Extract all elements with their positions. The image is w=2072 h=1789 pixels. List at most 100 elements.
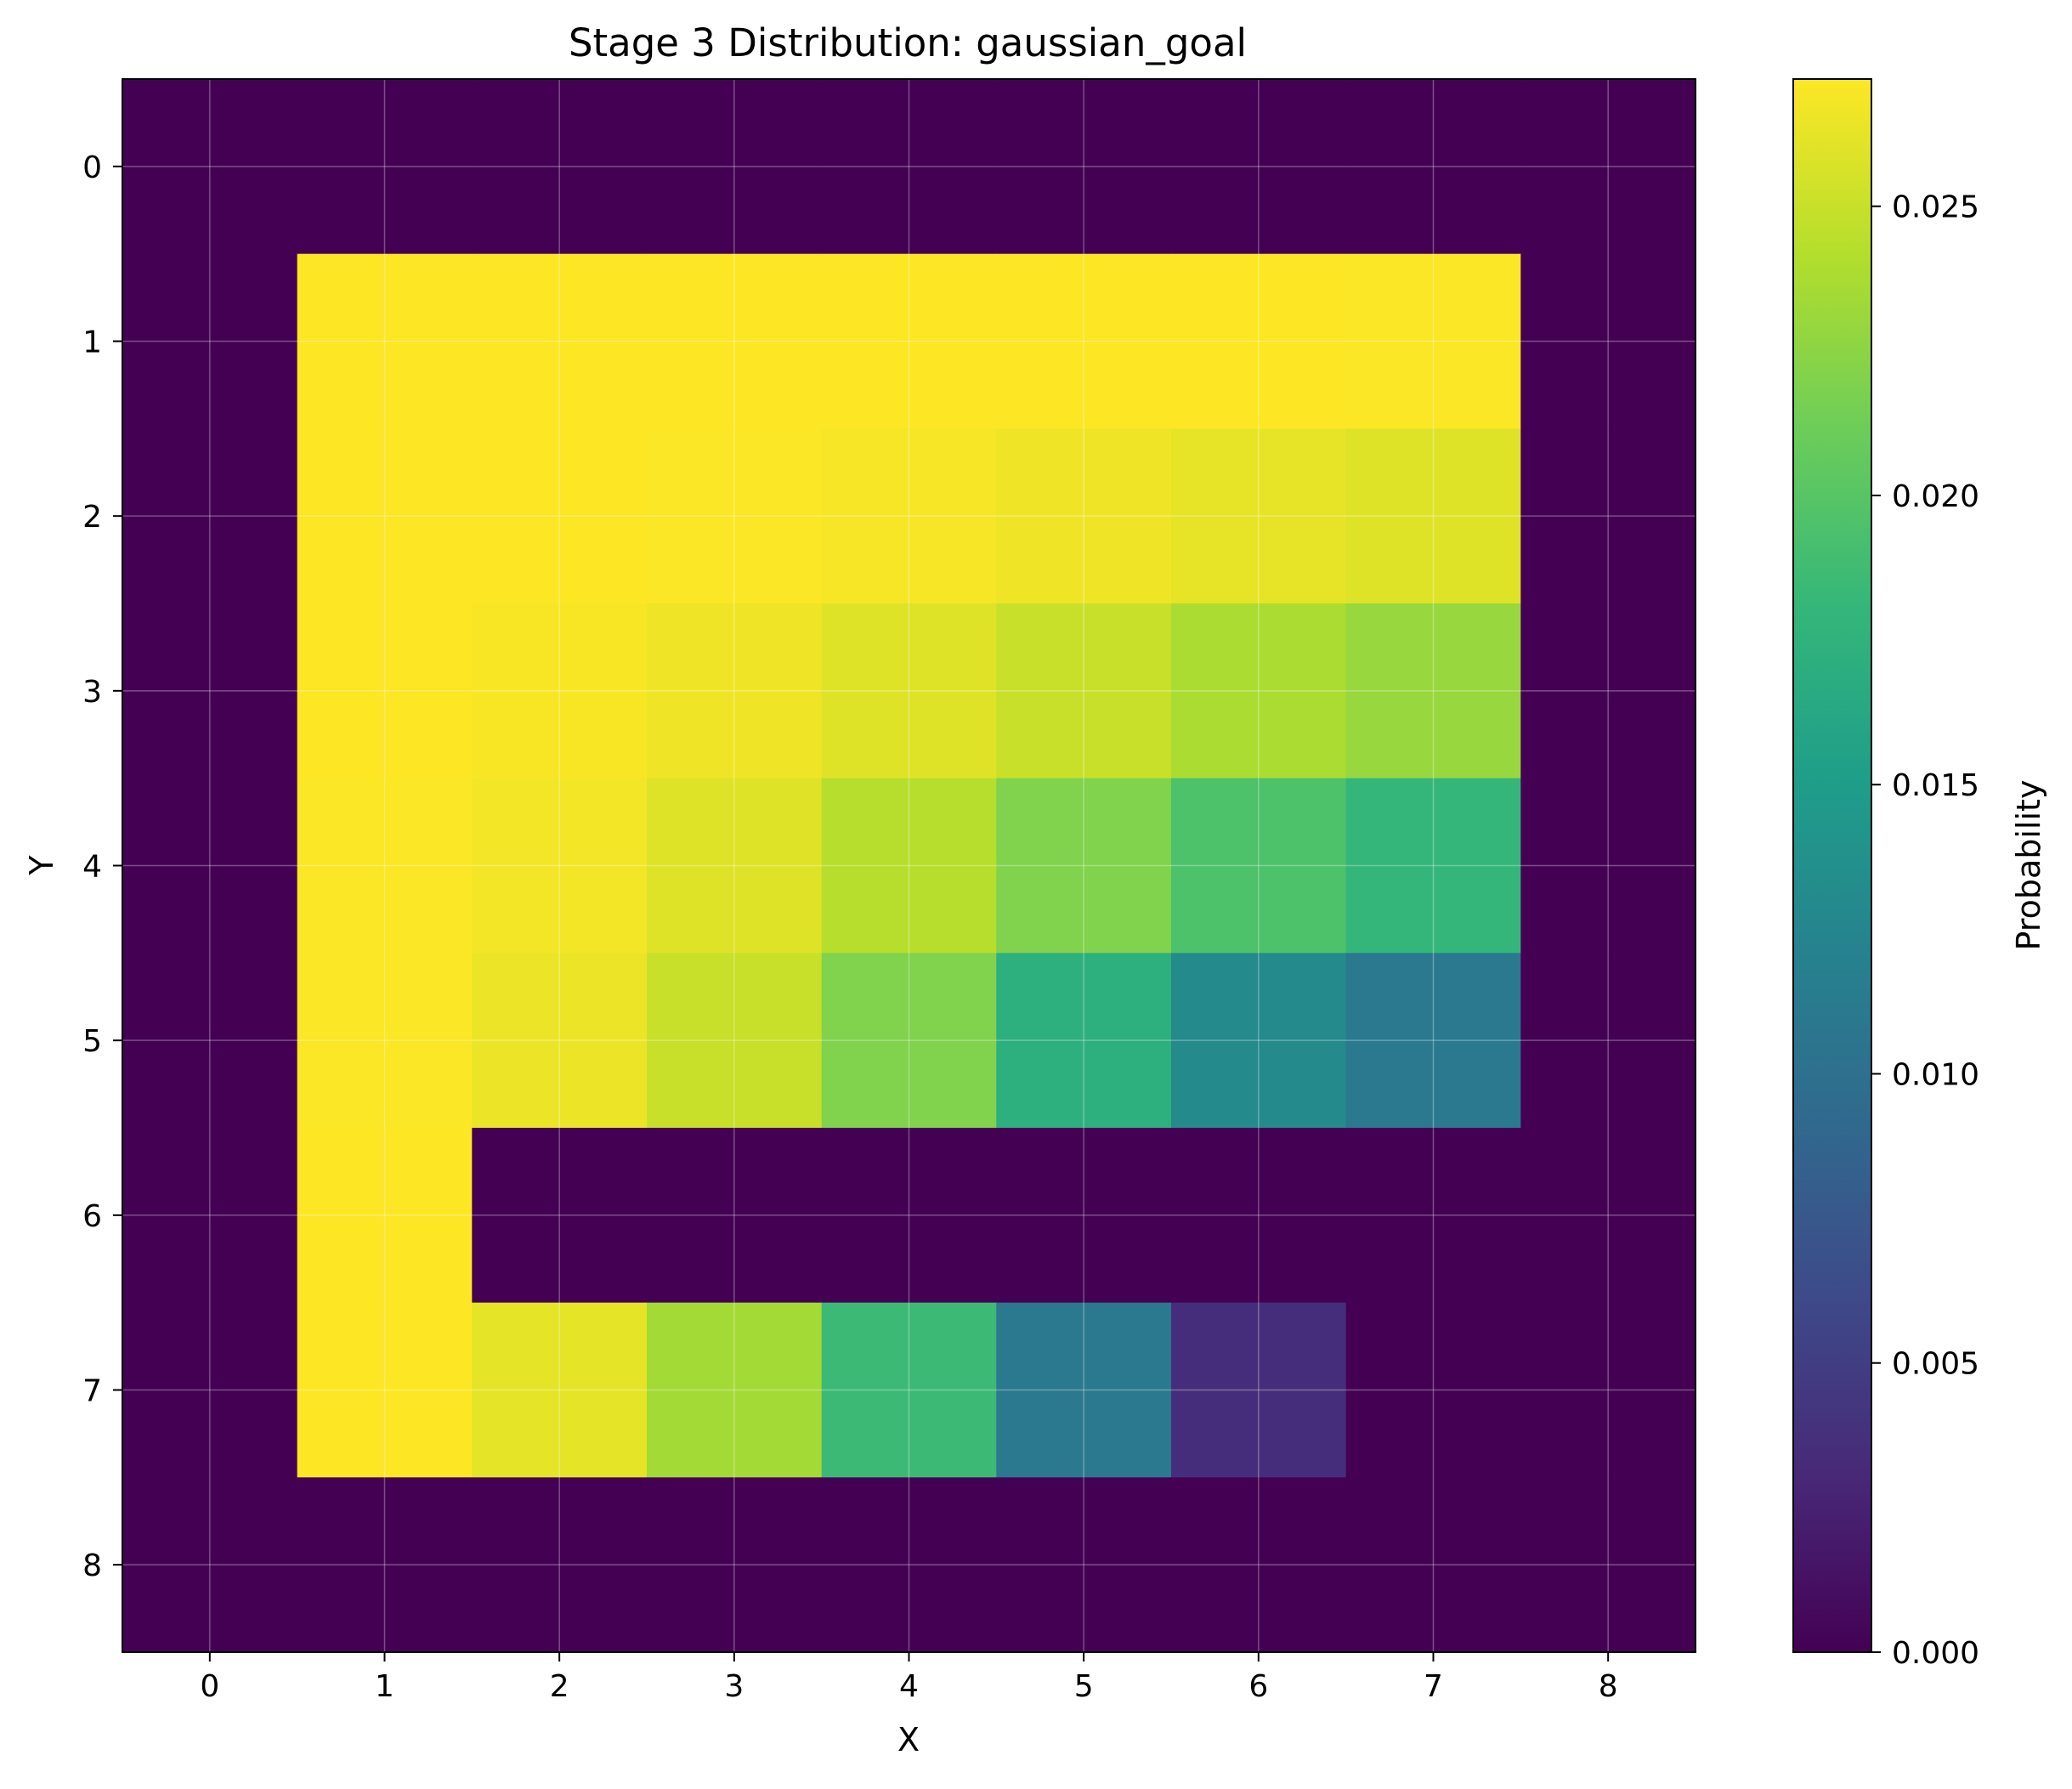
heatmap-cell	[1171, 428, 1347, 604]
y-axis-title: Y	[23, 855, 60, 876]
heatmap-cell	[1171, 778, 1347, 954]
heatmap-cell	[297, 953, 473, 1129]
heatmap-cell	[821, 79, 997, 255]
heatmap-cell	[1171, 1477, 1347, 1653]
heatmap-cell	[472, 428, 648, 604]
colorbar-tick-label: 0.025	[1892, 190, 1979, 225]
heatmap-cell	[472, 1302, 648, 1478]
x-tick-label: 3	[724, 1669, 744, 1704]
heatmap-cell	[472, 253, 648, 429]
heatmap-cell	[1171, 79, 1347, 255]
heatmap-cell	[647, 1477, 823, 1653]
heatmap-cell	[1520, 1128, 1696, 1304]
heatmap-cell	[821, 1302, 997, 1478]
y-tick-label: 1	[82, 326, 102, 360]
heatmap-cell	[1520, 603, 1696, 779]
y-tick-label: 3	[82, 675, 102, 710]
heatmap-cell	[122, 79, 298, 255]
heatmap-cell	[996, 1128, 1172, 1304]
colorbar-axis: 0.000 0.005 0.010 0.015 0.020 0.025	[1871, 190, 1979, 1671]
x-tick-label: 7	[1424, 1669, 1443, 1704]
heatmap-cell	[996, 778, 1172, 954]
heatmap-cell	[996, 428, 1172, 604]
heatmap-cell	[821, 778, 997, 954]
x-tick-label: 2	[550, 1669, 569, 1704]
heatmap-cell	[996, 1302, 1172, 1478]
heatmap-cell	[1171, 1302, 1347, 1478]
heatmap-cell	[647, 253, 823, 429]
heatmap-cell	[1345, 253, 1521, 429]
heatmap-cell	[821, 953, 997, 1129]
heatmap-cell	[122, 1128, 298, 1304]
heatmap-cells	[122, 79, 1696, 1653]
x-axis: 0 1 2 3 4 5 6 7 8	[200, 1652, 1618, 1704]
y-tick-label: 8	[82, 1548, 102, 1583]
heatmap-cell	[1520, 253, 1696, 429]
heatmap-cell	[297, 1302, 473, 1478]
heatmap-cell	[1520, 778, 1696, 954]
heatmap-cell	[647, 79, 823, 255]
heatmap-cell	[1345, 428, 1521, 604]
colorbar	[1792, 78, 1872, 1653]
heatmap-cell	[472, 953, 648, 1129]
heatmap-cell	[996, 253, 1172, 429]
y-tick-label: 7	[82, 1374, 102, 1409]
heatmap-cell	[122, 778, 298, 954]
heatmap-cell	[996, 953, 1172, 1129]
y-tick-label: 2	[82, 500, 102, 535]
y-tick-label: 5	[82, 1024, 102, 1059]
heatmap-cell	[297, 79, 473, 255]
heatmap-cell	[1345, 79, 1521, 255]
heatmap-cell	[122, 1302, 298, 1478]
colorbar-title: Probability	[2010, 780, 2047, 951]
heatmap-cell	[1520, 1302, 1696, 1478]
heatmap-cell	[821, 428, 997, 604]
heatmap-cell	[472, 1477, 648, 1653]
heatmap-cell	[821, 603, 997, 779]
heatmap-cell	[297, 253, 473, 429]
heatmap-cell	[1345, 603, 1521, 779]
colorbar-tick-label: 0.020	[1892, 479, 1979, 514]
heatmap-cell	[472, 603, 648, 779]
y-tick-label: 4	[82, 850, 102, 885]
heatmap-cell	[1171, 1128, 1347, 1304]
heatmap-cell	[297, 1128, 473, 1304]
x-tick-label: 8	[1599, 1669, 1618, 1704]
colorbar-tick-label: 0.005	[1892, 1347, 1979, 1382]
heatmap-cell	[647, 778, 823, 954]
heatmap-cell	[1345, 953, 1521, 1129]
heatmap-cell	[297, 778, 473, 954]
heatmap-cell	[1520, 953, 1696, 1129]
x-tick-label: 4	[899, 1669, 919, 1704]
heatmap-cell	[297, 1477, 473, 1653]
heatmap-cell	[1345, 778, 1521, 954]
colorbar-tick-label: 0.015	[1892, 768, 1979, 803]
heatmap-cell	[122, 253, 298, 429]
y-tick-label: 6	[82, 1199, 102, 1234]
heatmap-cell	[1345, 1302, 1521, 1478]
heatmap-cell	[1520, 428, 1696, 604]
heatmap-cell	[1520, 79, 1696, 255]
heatmap-cell	[297, 428, 473, 604]
heatmap-cell	[122, 953, 298, 1129]
heatmap-cell	[647, 603, 823, 779]
grid-lines	[122, 79, 1696, 1652]
heatmap-cell	[297, 603, 473, 779]
x-tick-label: 1	[375, 1669, 394, 1704]
heatmap-cell	[647, 1302, 823, 1478]
x-tick-label: 0	[200, 1669, 219, 1704]
heatmap-cell	[122, 428, 298, 604]
heatmap-cell	[821, 1128, 997, 1304]
heatmap-cell	[996, 79, 1172, 255]
chart-title: Stage 3 Distribution: gaussian_goal	[569, 20, 1247, 65]
heatmap-cell	[647, 953, 823, 1129]
heatmap-cell	[996, 1477, 1172, 1653]
y-tick-label: 0	[82, 150, 102, 185]
heatmap-cell	[1345, 1477, 1521, 1653]
heatmap-cell	[821, 253, 997, 429]
heatmap-cell	[647, 428, 823, 604]
colorbar-tick-label: 0.010	[1892, 1057, 1979, 1092]
heatmap-cell	[122, 1477, 298, 1653]
